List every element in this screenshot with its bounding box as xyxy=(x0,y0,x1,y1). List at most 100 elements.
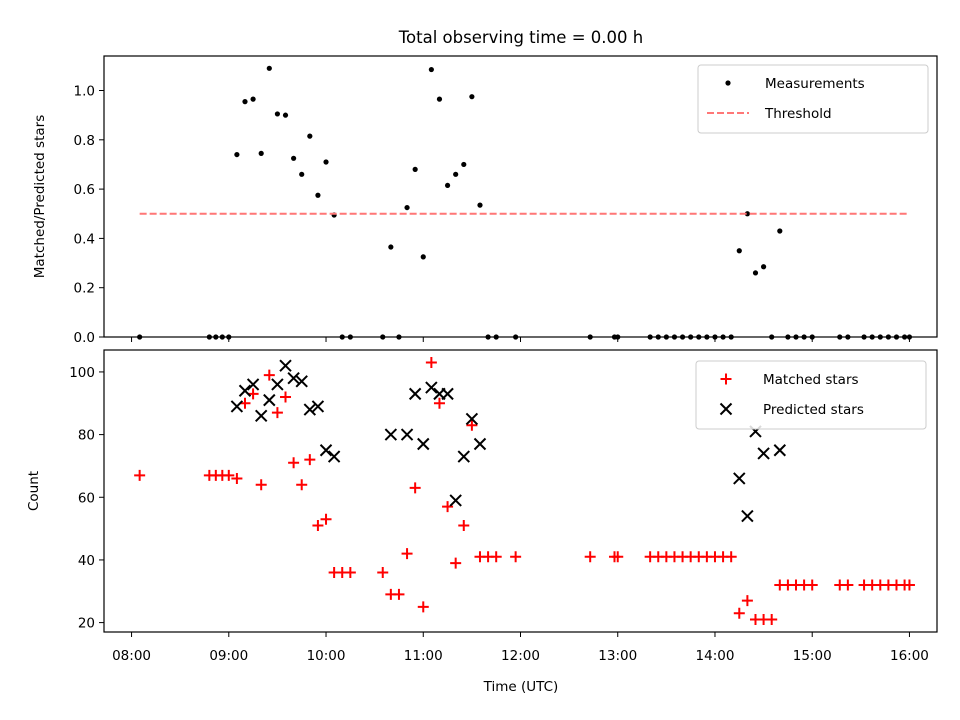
measurement-point xyxy=(250,96,256,102)
matched-star-marker xyxy=(417,601,429,613)
predicted-star-marker xyxy=(246,378,260,391)
matched-star-marker xyxy=(409,482,421,494)
matched-star-marker xyxy=(280,391,292,403)
predicted-star-marker xyxy=(327,450,341,463)
measurement-point xyxy=(307,133,313,139)
matched-star-marker xyxy=(733,607,745,619)
matched-star-marker xyxy=(393,588,405,600)
matched-star-marker xyxy=(344,566,356,578)
y-axis-label: Matched/Predicted stars xyxy=(32,115,48,278)
x-tick-label: 14:00 xyxy=(696,648,735,664)
x-tick-label: 15:00 xyxy=(793,648,832,664)
legend-swatch-matched-stars xyxy=(720,373,732,385)
measurement-point xyxy=(444,182,451,189)
matched-star-marker xyxy=(490,551,502,563)
legend-box xyxy=(697,64,929,134)
predicted-star-marker xyxy=(254,409,268,423)
predicted-star-marker xyxy=(449,494,462,507)
legend: Measurements Threshold xyxy=(697,64,929,134)
matched-star-marker xyxy=(263,369,275,381)
legend-label-threshold: Threshold xyxy=(764,106,832,122)
matched-star-marker xyxy=(442,501,454,513)
matched-star-marker xyxy=(231,472,243,484)
predicted-star-marker xyxy=(733,472,746,485)
y-tick-label: 80 xyxy=(78,428,95,444)
predicted-star-marker xyxy=(465,412,479,426)
legend-swatch-predicted-stars xyxy=(719,402,733,416)
predicted-star-marker xyxy=(773,444,787,457)
measurement-point xyxy=(323,159,329,165)
matched-star-marker xyxy=(766,613,778,625)
matched-star-marker xyxy=(134,469,146,481)
measurement-point xyxy=(412,166,418,172)
matched-stars-series xyxy=(134,357,915,625)
predicted-star-marker xyxy=(311,400,325,413)
measurement-point xyxy=(453,171,459,177)
measurement-point xyxy=(760,264,767,270)
measurement-point xyxy=(744,211,750,217)
measurement-point xyxy=(461,161,467,168)
y-tick-label: 0.2 xyxy=(74,281,95,297)
matched-star-marker xyxy=(584,551,596,563)
measurement-point xyxy=(299,171,305,177)
legend: Matched stars Predicted stars xyxy=(695,360,927,430)
matched-star-marker xyxy=(377,566,389,578)
predicted-star-marker xyxy=(757,447,770,460)
matched-star-marker xyxy=(510,551,522,563)
x-tick-label: 09:00 xyxy=(209,648,248,664)
matched-star-marker xyxy=(296,479,308,491)
measurement-point xyxy=(428,66,434,73)
predicted-star-marker xyxy=(238,384,252,397)
matched-star-marker xyxy=(271,407,283,419)
predicted-star-marker xyxy=(741,509,754,523)
predicted-star-marker xyxy=(230,400,244,413)
matched-star-marker xyxy=(741,595,753,607)
predicted-star-marker xyxy=(408,387,422,401)
matched-star-marker xyxy=(320,513,332,525)
count-panel: 20 40 60 80 100 08:00 09:00 10:00 11:00 12:00 13:0… xyxy=(26,349,938,664)
matched-star-marker xyxy=(842,579,854,591)
matched-star-marker xyxy=(304,454,316,466)
measurement-point xyxy=(736,248,742,254)
predicted-stars-series xyxy=(230,359,787,523)
axes-frame xyxy=(103,55,938,338)
y-tick-label: 0.6 xyxy=(74,182,95,198)
matched-star-marker xyxy=(806,579,818,591)
measurement-point xyxy=(436,96,443,102)
measurement-point xyxy=(752,270,759,276)
predicted-star-marker xyxy=(319,444,333,457)
y-tick-label: 20 xyxy=(78,616,95,632)
x-tick-label: 16:00 xyxy=(890,648,929,664)
x-tick-label: 08:00 xyxy=(112,648,151,664)
figure-title: Total observing time = 0.00 h xyxy=(398,28,643,47)
measurement-point xyxy=(777,228,783,234)
x-tick-label: 12:00 xyxy=(501,648,540,664)
measurement-point xyxy=(234,151,240,158)
measurement-point xyxy=(477,202,483,208)
ratio-panel: 0.0 0.2 0.4 0.6 0.8 1.0 Matched/Predicted star… xyxy=(32,55,938,346)
measurement-point xyxy=(242,99,248,105)
predicted-star-marker xyxy=(271,378,284,391)
legend-label-predicted-stars: Predicted stars xyxy=(763,402,864,418)
predicted-star-marker xyxy=(287,371,300,385)
y-tick-label: 40 xyxy=(78,553,95,569)
measurement-point xyxy=(266,65,272,71)
x-axis-label: Time (UTC) xyxy=(483,679,559,695)
measurement-point xyxy=(404,204,410,211)
predicted-star-marker xyxy=(400,428,414,441)
y-tick-label: 1.0 xyxy=(74,84,95,100)
x-tick-label: 10:00 xyxy=(307,648,346,664)
legend-label-measurements: Measurements xyxy=(765,76,865,92)
measurement-point xyxy=(469,94,475,100)
y-tick-label: 60 xyxy=(78,490,95,506)
matched-star-marker xyxy=(312,519,324,531)
matched-star-marker xyxy=(223,469,235,481)
predicted-star-marker xyxy=(417,437,430,451)
measurement-point xyxy=(274,111,281,117)
matched-star-marker xyxy=(903,579,915,591)
matched-star-marker xyxy=(466,419,478,431)
legend-label-matched-stars: Matched stars xyxy=(763,372,859,388)
legend-swatch-measurements xyxy=(725,80,731,86)
predicted-star-marker xyxy=(441,387,454,401)
